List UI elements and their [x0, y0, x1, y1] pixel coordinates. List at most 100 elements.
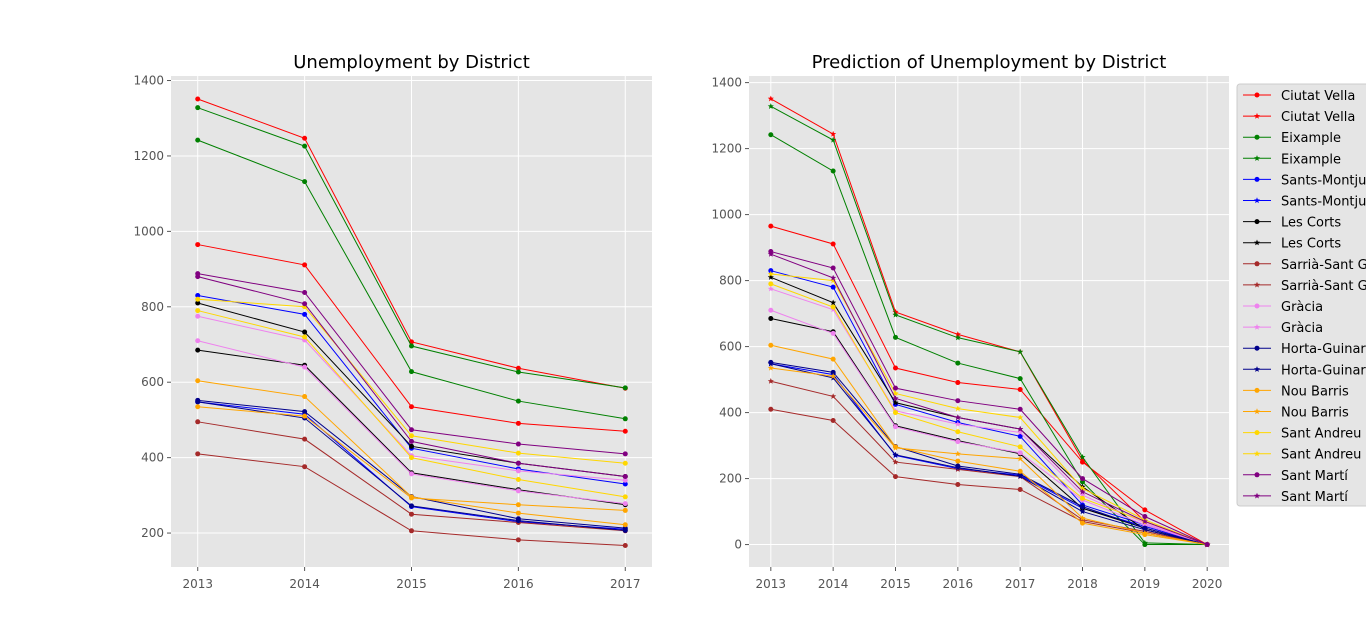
data-point — [1017, 376, 1023, 382]
data-point — [1204, 541, 1211, 548]
data-point — [1142, 507, 1148, 513]
data-point — [195, 404, 201, 410]
data-point — [515, 365, 521, 371]
legend-label: Horta-Guinardó — [1281, 342, 1366, 357]
data-point — [954, 414, 961, 421]
x-tick-label: 2014 — [289, 577, 320, 591]
legend-marker — [1253, 323, 1261, 330]
data-point — [892, 451, 899, 458]
data-point — [892, 410, 898, 416]
legend-label: Ciutat Vella — [1281, 110, 1355, 125]
series-line — [770, 225, 1208, 545]
y-tick-label: 800 — [719, 274, 742, 288]
data-point — [409, 343, 414, 349]
series-line — [770, 98, 1208, 546]
data-point — [515, 518, 521, 524]
data-point — [1017, 348, 1024, 355]
data-point — [955, 360, 961, 366]
x-tick-label: 2013 — [182, 577, 213, 591]
x-tick-label: 2017 — [610, 577, 641, 591]
data-point — [767, 250, 774, 257]
legend-label: Gràcia — [1281, 321, 1323, 336]
data-point — [622, 385, 628, 391]
y-tick-label: 1000 — [133, 224, 164, 238]
legend-marker — [1254, 219, 1260, 225]
series-line — [770, 105, 1208, 546]
series-group — [767, 95, 1211, 548]
chart-title: Unemployment by District — [293, 52, 530, 73]
data-point — [515, 441, 521, 447]
data-point — [195, 296, 201, 302]
prediction-chart: 2013 2014 2015 2016 2017 2018 2019 2020 0 200 400 6… — [711, 52, 1229, 591]
data-point — [515, 537, 521, 543]
data-point — [767, 270, 774, 277]
y-tick-label: 400 — [719, 406, 742, 420]
data-point — [409, 528, 414, 534]
data-point — [1080, 476, 1086, 482]
data-point — [1017, 433, 1023, 439]
data-point — [195, 292, 201, 298]
data-point — [1079, 514, 1086, 521]
data-point — [830, 393, 837, 399]
data-point — [955, 439, 961, 445]
legend-marker — [1254, 92, 1260, 98]
data-point — [622, 473, 628, 479]
data-point — [892, 474, 898, 480]
legend-label: Eixample — [1281, 131, 1341, 146]
y-tick-label: 0 — [734, 538, 742, 552]
data-point — [1079, 457, 1086, 464]
legend-label: Les Corts — [1281, 216, 1341, 231]
data-point — [302, 311, 308, 317]
data-point — [302, 436, 308, 442]
data-point — [892, 334, 898, 340]
y-tick-label: 1400 — [133, 74, 164, 88]
data-point — [768, 132, 774, 138]
data-point — [830, 304, 836, 310]
data-point — [892, 390, 899, 397]
data-point — [622, 477, 628, 483]
legend-marker — [1253, 408, 1261, 415]
data-point — [1079, 453, 1086, 460]
data-point — [515, 468, 521, 474]
data-point — [768, 268, 774, 274]
legend-label: Gràcia — [1281, 300, 1323, 315]
data-point — [195, 300, 201, 306]
data-point — [892, 385, 898, 391]
data-point — [954, 334, 961, 341]
series-line — [770, 408, 1208, 546]
data-point — [409, 369, 414, 375]
data-point — [767, 360, 774, 367]
data-point — [515, 398, 521, 404]
data-point — [409, 503, 414, 509]
data-point — [1017, 473, 1024, 479]
data-point — [767, 285, 774, 292]
data-point — [622, 481, 628, 487]
data-point — [302, 394, 308, 400]
data-point — [768, 281, 774, 287]
data-point — [515, 502, 521, 508]
data-point — [830, 274, 837, 281]
data-point — [830, 417, 836, 423]
legend-label: Sants-Montjuïc — [1281, 173, 1366, 188]
axis-ticks: 2013 2014 2015 2016 2017 2018 2019 2020 0 200 400 6… — [711, 76, 1222, 591]
x-tick-label: 2015 — [396, 577, 427, 591]
data-point — [830, 299, 837, 306]
data-point — [302, 329, 308, 335]
series-line — [770, 344, 1208, 546]
x-tick-label: 2014 — [818, 577, 849, 591]
data-point — [830, 265, 836, 271]
data-point — [1079, 485, 1086, 492]
data-point — [622, 451, 628, 457]
data-point — [892, 311, 899, 318]
data-point — [622, 507, 628, 513]
legend-label: Sant Martí — [1281, 490, 1348, 505]
data-point — [767, 364, 774, 371]
x-tick-label: 2019 — [1130, 577, 1161, 591]
legend-label: Sants-Montjuïc — [1281, 195, 1366, 210]
legend-marker — [1254, 134, 1260, 140]
legend-label: Sant Martí — [1281, 469, 1348, 484]
data-point — [955, 482, 961, 488]
data-point — [622, 460, 628, 466]
data-point — [515, 460, 521, 466]
data-point — [1017, 455, 1024, 462]
